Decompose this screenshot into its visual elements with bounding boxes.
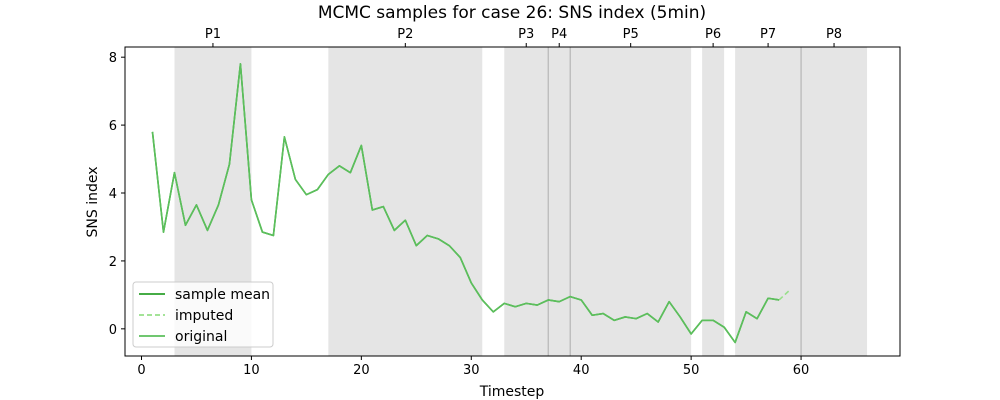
phase-label-p5: P5 — [623, 27, 639, 42]
phase-label-p7: P7 — [760, 27, 776, 42]
phase-label-p3: P3 — [518, 27, 534, 42]
series-line-imputed — [778, 289, 791, 301]
phase-region-p4 — [548, 47, 571, 356]
phase-label-p6: P6 — [705, 27, 721, 42]
phase-label-p2: P2 — [397, 27, 413, 42]
legend: sample mean imputed original — [132, 281, 274, 348]
plot-area: P1 P2 P3 P4 P5 P6 P7 P8 0 10 20 30 40 50 60 0 2 4 6 8 — [109, 27, 901, 378]
phase-region-p6 — [702, 47, 725, 356]
y-tick-label: 0 — [109, 323, 117, 338]
phase-region-p8 — [801, 47, 868, 356]
legend-entry-sample-mean: sample mean — [175, 287, 270, 303]
legend-box — [132, 281, 274, 348]
phase-region-p2 — [328, 47, 483, 356]
x-tick-label: 50 — [683, 363, 700, 378]
x-tick-label: 60 — [793, 363, 810, 378]
x-tick-label: 20 — [353, 363, 370, 378]
x-tick-label: 40 — [573, 363, 590, 378]
y-tick-label: 8 — [109, 51, 117, 66]
y-axis-label: SNS index — [85, 167, 101, 238]
phase-region-p3 — [504, 47, 549, 356]
phase-label-p8: P8 — [826, 27, 842, 42]
chart-title: MCMC samples for case 26: SNS index (5mi… — [318, 3, 706, 23]
phase-region-p7 — [735, 47, 802, 356]
y-tick-label: 2 — [109, 255, 117, 270]
phase-label-p1: P1 — [205, 27, 221, 42]
legend-entry-original: original — [175, 329, 227, 345]
y-tick-label: 4 — [109, 187, 117, 202]
x-tick-label: 30 — [463, 363, 480, 378]
x-tick-label: 0 — [137, 363, 145, 378]
x-axis-label: Timestep — [479, 384, 545, 400]
plot-frame — [124, 46, 901, 357]
series-line-original — [151, 63, 780, 344]
x-tick-label: 10 — [243, 363, 260, 378]
phase-label-p4: P4 — [551, 27, 567, 42]
y-tick-label: 6 — [109, 119, 117, 134]
legend-entry-imputed: imputed — [175, 308, 233, 324]
